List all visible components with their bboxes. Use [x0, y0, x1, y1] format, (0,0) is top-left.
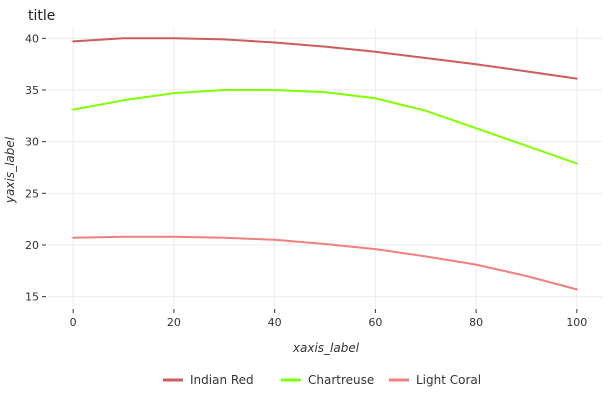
x-tick-label: 20 — [167, 316, 181, 329]
y-tick-label: 15 — [25, 291, 39, 304]
x-tick-label: 0 — [70, 316, 77, 329]
x-tick-label: 100 — [566, 316, 587, 329]
legend: Indian Red Chartreuse Light Coral — [163, 373, 481, 387]
x-tick-label: 60 — [368, 316, 382, 329]
y-tick-label: 35 — [25, 84, 39, 97]
x-tick-label: 80 — [469, 316, 483, 329]
legend-label-1: Chartreuse — [308, 373, 374, 387]
y-tick-label: 30 — [25, 136, 39, 149]
y-tick-label: 25 — [25, 187, 39, 200]
series-lines — [72, 37, 578, 291]
series-line-0 — [72, 37, 578, 80]
legend-label-2: Light Coral — [416, 373, 481, 387]
axes: 0 20 40 60 80 100 15 20 25 30 35 40 — [25, 32, 587, 329]
series-line-2 — [72, 235, 578, 291]
x-axis-label: xaxis_label — [292, 341, 360, 355]
y-axis-label: yaxis_label — [3, 136, 17, 204]
series-line-1 — [72, 89, 578, 165]
chart-title: title — [28, 8, 55, 24]
legend-label-0: Indian Red — [190, 373, 254, 387]
y-tick-label: 40 — [25, 32, 39, 45]
x-tick-label: 40 — [268, 316, 282, 329]
y-tick-label: 20 — [25, 239, 39, 252]
